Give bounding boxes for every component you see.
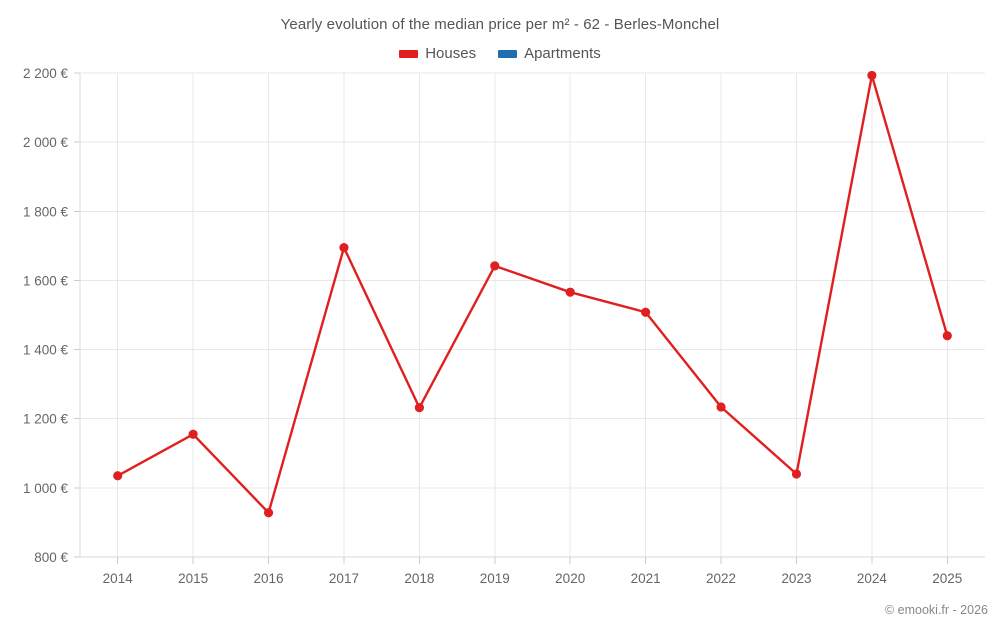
x-axis-tick-label: 2017	[329, 571, 359, 586]
x-axis-tick-label: 2023	[781, 571, 811, 586]
legend-label-houses: Houses	[425, 45, 477, 62]
x-axis-tick-label: 2022	[706, 571, 736, 586]
y-axis-tick-label: 2 000 €	[23, 135, 69, 150]
data-point[interactable]	[716, 402, 726, 412]
data-point[interactable]	[791, 469, 802, 479]
x-axis-tick-label: 2020	[555, 571, 585, 586]
x-axis-tick-label: 2019	[480, 571, 510, 586]
y-axis-tick-label: 1 600 €	[23, 273, 69, 288]
y-axis-tick-label: 800 €	[34, 550, 68, 565]
data-point[interactable]	[188, 429, 198, 439]
data-point[interactable]	[490, 261, 500, 271]
data-point[interactable]	[263, 508, 274, 518]
legend-label-apartments: Apartments	[524, 45, 601, 62]
y-axis-tick-label: 1 400 €	[23, 343, 69, 358]
data-point[interactable]	[641, 307, 651, 317]
x-axis-tick-label: 2024	[857, 571, 888, 586]
y-axis-tick-label: 2 200 €	[23, 66, 69, 81]
x-axis-tick-label: 2014	[103, 571, 134, 586]
legend-item-apartments[interactable]: Apartments	[498, 45, 601, 62]
x-axis-tick-label: 2025	[932, 571, 962, 586]
x-axis-tick-label: 2015	[178, 571, 208, 586]
data-point[interactable]	[867, 70, 877, 81]
series-line-houses	[116, 74, 949, 514]
x-axis-tick-label: 2016	[254, 571, 284, 586]
data-point[interactable]	[113, 471, 123, 481]
y-axis-tick-label: 1 800 €	[23, 204, 69, 219]
x-axis-tick-label: 2021	[631, 571, 661, 586]
footer-credit: © emooki.fr - 2026	[884, 603, 988, 617]
x-axis-tick-label: 2018	[404, 571, 434, 586]
legend-swatch-houses	[399, 49, 419, 58]
legend-item-houses[interactable]: Houses	[399, 45, 476, 62]
y-axis-tick-label: 1 200 €	[23, 412, 69, 427]
data-point[interactable]	[565, 287, 575, 297]
y-axis-tick-label: 1 000 €	[23, 481, 69, 496]
chart-legend: Houses Apartments	[0, 45, 1000, 62]
data-point[interactable]	[339, 242, 349, 253]
chart-title: Yearly evolution of the median price per…	[280, 16, 720, 33]
legend-swatch-apartments	[498, 49, 518, 58]
data-point[interactable]	[414, 403, 424, 413]
data-point[interactable]	[942, 331, 952, 341]
